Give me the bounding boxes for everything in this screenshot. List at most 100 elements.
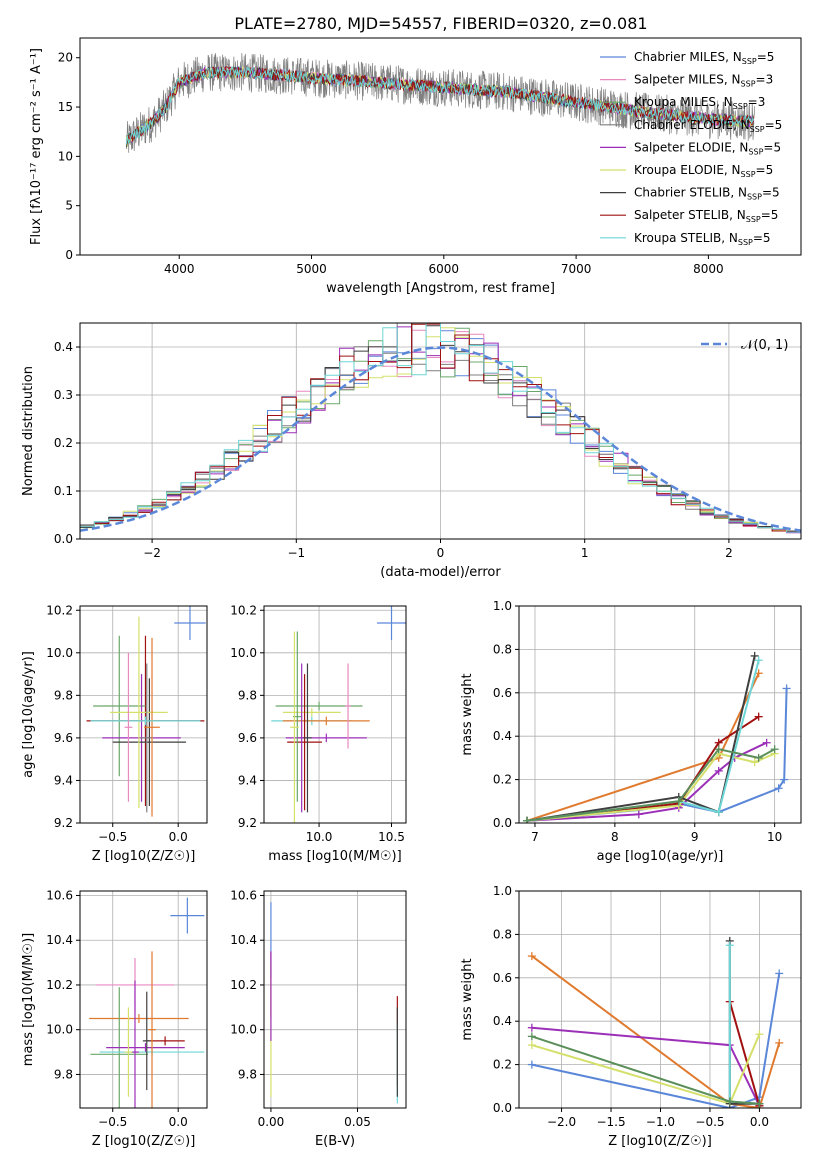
x-tick-label: 8000	[693, 262, 724, 276]
legend-label: Kroupa STELIB, NSSP=5	[634, 231, 771, 247]
mass-weight-series	[526, 748, 776, 822]
age_vs_mass-panel: 10.0 10.5 9.2 9.4 9.6 9.8 10.0 10.2 mass [log10(…	[230, 603, 407, 864]
y-tick-label: 10.4	[46, 933, 73, 947]
x-tick-label: 6000	[429, 262, 460, 276]
spectrum-panel: 4000 5000 6000 7000 8000 0 5 10 15 20 wavelength […	[29, 37, 802, 296]
y-tick-label: 9.4	[54, 773, 73, 787]
data-point-marker	[774, 784, 783, 793]
y-tick-label: 1.0	[493, 884, 512, 898]
y-tick-label: 0.2	[493, 773, 512, 787]
data-point-marker	[755, 1030, 764, 1039]
x-tick-label: 0.0	[750, 1115, 769, 1129]
data-point-errorbar	[174, 606, 206, 641]
data-point-marker	[782, 684, 791, 693]
data-point-errorbar	[112, 678, 187, 806]
mass-weight-series	[531, 1026, 761, 1107]
legend-label: Salpeter MILES, NSSP=3	[634, 73, 773, 89]
data-point-errorbar	[124, 1007, 133, 1097]
y-tick-label: 9.8	[238, 1067, 257, 1081]
spectrum-legend: Chabrier MILES, NSSP=5 Salpeter MILES, NS…	[600, 50, 782, 247]
legend-label: Chabrier ELODIE, NSSP=5	[634, 118, 782, 134]
x-tick-label: 9	[691, 830, 699, 844]
legend-label: Salpeter STELIB, NSSP=5	[634, 208, 778, 224]
data-point-errorbar	[145, 1036, 185, 1046]
residual_hist-y-axis-label: Normed distribution	[21, 366, 36, 496]
y-tick-label: 10.6	[46, 888, 73, 902]
y-tick-label: 9.8	[54, 1067, 73, 1081]
data-point-marker	[634, 810, 643, 819]
data-point-errorbar	[90, 987, 149, 1108]
mass-weight-series	[728, 940, 760, 1105]
y-tick-label: 10.2	[46, 978, 73, 992]
y-tick-label: 0.4	[493, 1014, 512, 1028]
x-tick-label: 10.0	[306, 830, 333, 844]
data-point-errorbar	[377, 606, 406, 641]
y-tick-label: 9.4	[238, 773, 257, 787]
data-point-errorbar	[282, 708, 341, 717]
mass_vs_ebv-plot-area	[264, 891, 406, 1108]
mass_vs_Z-panel: −0.5 0.0 9.8 10.0 10.2 10.4 10.6 Z [log10(Z/Z☉)…	[21, 888, 208, 1149]
y-tick-label: 10.0	[230, 1023, 257, 1037]
mass-weight-series	[526, 660, 760, 822]
mass-weight-series	[531, 973, 781, 1108]
data-point-marker	[725, 1097, 734, 1106]
y-tick-label: 0.8	[493, 642, 512, 656]
mass_vs_ebv-x-axis-label: E(B-V)	[315, 1134, 355, 1149]
mass_weight_vs_Z-panel: −2.0 −1.5 −1.0 −0.5 0.0 0.0 0.2 0.4 0.6 0.8 1.0 Z […	[460, 884, 802, 1149]
mass_vs_Z-x-axis-label: Z [log10(Z/Z☉)]	[92, 1134, 196, 1149]
y-tick-label: 0.4	[493, 729, 512, 743]
y-tick-label: 20	[58, 51, 73, 65]
mass_weight_vs_Z-frame	[518, 890, 802, 1109]
model-spectrum-line	[125, 65, 755, 145]
mass_weight_vs_Z-x-axis-label: Z [log10(Z/Z☉)]	[608, 1134, 712, 1149]
y-tick-label: 10.0	[46, 1023, 73, 1037]
data-point-errorbar	[110, 616, 168, 809]
data-point-marker	[754, 712, 763, 721]
y-tick-label: 9.6	[238, 731, 257, 745]
y-tick-label: 0.1	[54, 484, 73, 498]
y-tick-label: 10.2	[46, 603, 73, 617]
y-tick-label: 0.6	[493, 971, 512, 985]
y-tick-label: 0	[65, 248, 73, 262]
y-tick-label: 10.0	[230, 646, 257, 660]
data-point-errorbar	[90, 716, 201, 726]
y-tick-label: 1.0	[493, 599, 512, 613]
mass-weight-series	[526, 752, 775, 822]
y-tick-label: 9.2	[238, 816, 257, 830]
y-tick-label: 10	[58, 149, 73, 163]
mass_weight_vs_age-panel: 7 8 9 10 0.0 0.2 0.4 0.6 0.8 1.0 age [log10(age/yr…	[460, 599, 802, 864]
mass_weight_vs_Z-plot-area	[519, 891, 801, 1108]
data-point-errorbar	[89, 1014, 189, 1023]
data-point-errorbar	[287, 674, 322, 811]
data-point-marker	[755, 1099, 764, 1108]
age_vs_Z-plot-area	[80, 606, 207, 823]
data-point-errorbar	[170, 897, 205, 934]
mass_vs_Z-y-axis-label: mass [log10(M/M☉)]	[21, 933, 36, 1066]
mass_weight_vs_age-x-axis-label: age [log10(age/yr)]	[597, 849, 724, 864]
y-tick-label: 9.2	[54, 816, 73, 830]
data-point-errorbar	[140, 663, 154, 813]
data-point-marker	[775, 1038, 784, 1047]
legend-label: 𝒩(0, 1)	[741, 338, 788, 353]
data-point-errorbar	[303, 663, 312, 813]
data-point-marker	[725, 941, 734, 950]
data-point-marker	[770, 745, 779, 754]
age_vs_Z-y-axis-label: age [log10(age/yr)]	[21, 651, 36, 778]
age_vs_Z-frame	[79, 605, 208, 824]
y-tick-label: 9.8	[238, 688, 257, 702]
mass_weight_vs_age-frame	[518, 605, 802, 824]
x-tick-label: −0.5	[695, 1115, 724, 1129]
x-tick-label: −0.5	[98, 1115, 127, 1129]
legend-label: Chabrier MILES, NSSP=5	[634, 50, 774, 66]
x-tick-label: 7	[531, 830, 539, 844]
mass_vs_Z-frame	[79, 890, 208, 1109]
y-tick-label: 0.4	[54, 340, 73, 354]
mass_weight_vs_age-y-axis-label: mass weight	[460, 673, 475, 755]
x-tick-label: −2.0	[547, 1115, 576, 1129]
data-point-errorbar	[345, 663, 351, 749]
spectrum-y-axis-label: Flux [fλ10⁻¹⁷ erg cm⁻² s⁻¹ A⁻¹]	[29, 48, 44, 245]
x-tick-label: −1.5	[596, 1115, 625, 1129]
data-point-errorbar	[124, 652, 133, 802]
residual-histogram	[80, 323, 801, 533]
age_vs_mass-frame	[263, 605, 407, 824]
